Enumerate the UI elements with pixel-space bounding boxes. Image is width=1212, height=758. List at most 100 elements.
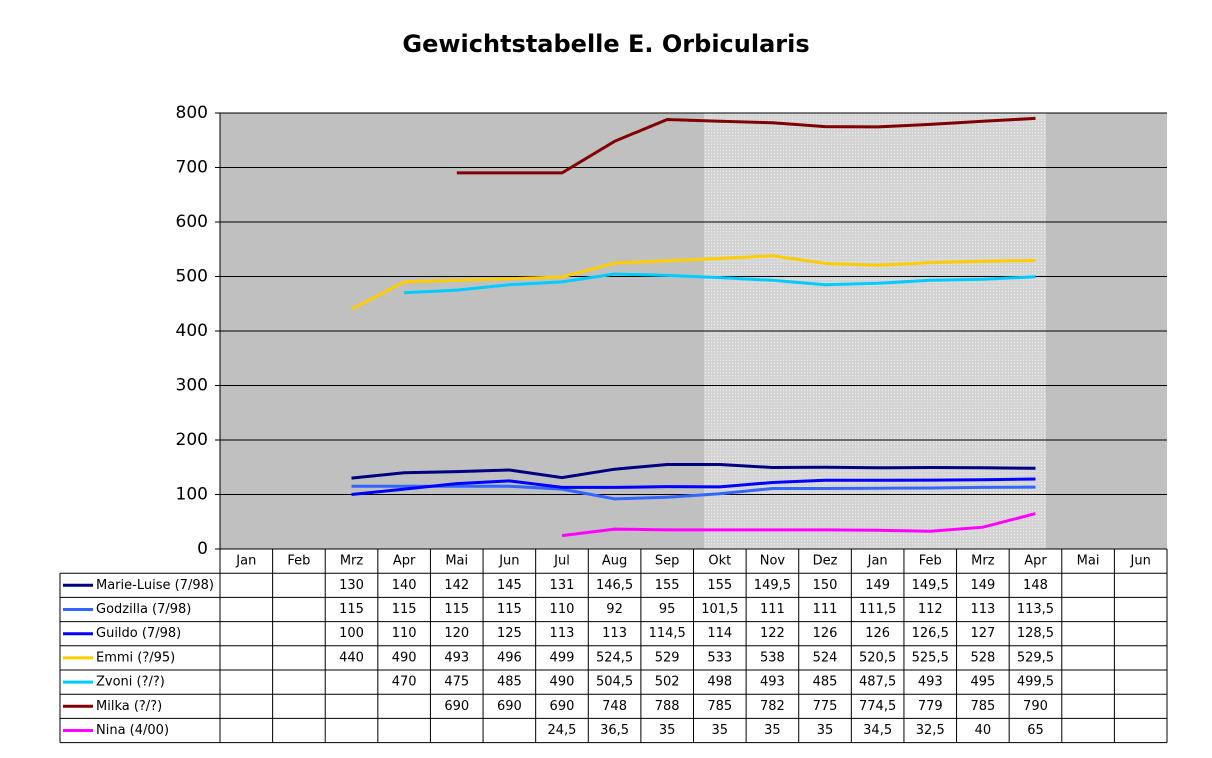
data-label: 113 <box>602 626 627 641</box>
data-label: 149,5 <box>754 578 791 593</box>
data-label: 496 <box>497 650 522 665</box>
data-label: 95 <box>659 602 676 617</box>
data-label: 145 <box>497 578 522 593</box>
data-label: 779 <box>918 699 943 714</box>
x-tick-label: Apr <box>393 554 416 569</box>
data-label: 495 <box>970 675 995 690</box>
data-label: 125 <box>497 626 522 641</box>
data-label: 126 <box>813 626 838 641</box>
data-label: 498 <box>707 675 732 690</box>
data-label: 114 <box>707 626 732 641</box>
data-label: 111,5 <box>859 602 896 617</box>
data-label: 775 <box>813 699 838 714</box>
data-label: 529,5 <box>1017 650 1054 665</box>
data-label: 115 <box>444 602 469 617</box>
data-label: 111 <box>760 602 785 617</box>
x-tick-label: Jan <box>867 554 888 569</box>
series-line <box>351 477 1036 496</box>
data-label: 748 <box>602 699 627 714</box>
data-label: 490 <box>392 650 417 665</box>
data-label: 111 <box>813 602 838 617</box>
series-line <box>351 484 1036 501</box>
x-tick-label: Feb <box>919 554 942 569</box>
y-tick-label: 700 <box>176 158 208 178</box>
series-line <box>561 512 1036 538</box>
data-label: 504,5 <box>596 675 633 690</box>
x-tick-label: Mrz <box>971 554 995 569</box>
data-label: 113,5 <box>1017 602 1054 617</box>
legend-label: Emmi (?/95) <box>96 650 175 665</box>
data-label: 150 <box>813 578 838 593</box>
data-label: 113 <box>550 626 575 641</box>
data-label: 149,5 <box>912 578 949 593</box>
data-label: 149 <box>970 578 995 593</box>
y-tick-label: 0 <box>197 539 208 559</box>
legend-label: Godzilla (7/98) <box>96 602 191 617</box>
data-label: 112 <box>918 602 943 617</box>
y-tick-label: 100 <box>176 485 208 505</box>
data-label: 690 <box>444 699 469 714</box>
x-tick-label: Mai <box>1077 554 1100 569</box>
data-label: 148 <box>1023 578 1048 593</box>
legend-label: Guildo (7/98) <box>96 626 181 641</box>
series-line <box>456 116 1036 175</box>
x-tick-label: Jun <box>1130 554 1151 569</box>
data-label: 100 <box>339 626 364 641</box>
data-label: 126,5 <box>912 626 949 641</box>
data-label: 131 <box>550 578 575 593</box>
data-label: 490 <box>550 675 575 690</box>
x-tick-label: Apr <box>1024 554 1047 569</box>
series-line <box>351 463 1036 480</box>
legend-label: Milka (?/?) <box>96 699 162 714</box>
data-label: 127 <box>970 626 995 641</box>
data-label: 529 <box>655 650 680 665</box>
data-label: 65 <box>1027 723 1044 738</box>
data-label: 155 <box>655 578 680 593</box>
data-label: 120 <box>444 626 469 641</box>
data-label: 122 <box>760 626 785 641</box>
data-label: 499 <box>550 650 575 665</box>
data-label: 538 <box>760 650 785 665</box>
data-label: 485 <box>813 675 838 690</box>
x-tick-label: Jun <box>498 554 519 569</box>
series-line <box>404 272 1036 295</box>
x-tick-label: Jul <box>553 554 570 569</box>
x-tick-label: Dez <box>813 554 838 569</box>
y-tick-label: 800 <box>176 103 208 123</box>
data-label: 524 <box>813 650 838 665</box>
y-tick-label: 600 <box>176 212 208 232</box>
data-label: 34,5 <box>863 723 892 738</box>
data-label: 130 <box>339 578 364 593</box>
x-tick-label: Feb <box>287 554 310 569</box>
data-label: 493 <box>918 675 943 690</box>
x-tick-label: Sep <box>655 554 680 569</box>
series-line <box>350 254 1036 311</box>
x-tick-label: Jan <box>235 554 256 569</box>
data-label: 35 <box>817 723 834 738</box>
data-label: 493 <box>760 675 785 690</box>
y-tick-label: 400 <box>176 321 208 341</box>
data-label: 40 <box>975 723 992 738</box>
data-label: 115 <box>339 602 364 617</box>
data-label: 114,5 <box>649 626 686 641</box>
data-label: 690 <box>497 699 522 714</box>
data-label: 520,5 <box>859 650 896 665</box>
data-label: 528 <box>970 650 995 665</box>
data-label: 782 <box>760 699 785 714</box>
data-label: 502 <box>655 675 680 690</box>
data-label: 485 <box>497 675 522 690</box>
data-label: 113 <box>970 602 995 617</box>
data-label: 790 <box>1023 699 1048 714</box>
data-label: 32,5 <box>916 723 945 738</box>
data-label: 785 <box>970 699 995 714</box>
data-label: 92 <box>606 602 623 617</box>
data-label: 470 <box>392 675 417 690</box>
data-label: 493 <box>444 650 469 665</box>
data-label: 24,5 <box>547 723 576 738</box>
y-tick-label: 300 <box>176 376 208 396</box>
data-label: 110 <box>550 602 575 617</box>
data-label: 142 <box>444 578 469 593</box>
data-label: 785 <box>707 699 732 714</box>
data-label: 524,5 <box>596 650 633 665</box>
